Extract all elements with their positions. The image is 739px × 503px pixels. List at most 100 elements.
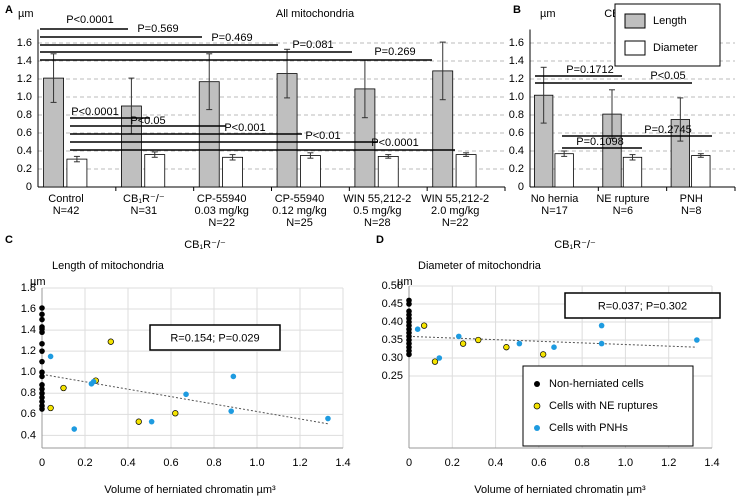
point (436, 355, 443, 361)
x-tick-label: NE rupture (596, 193, 649, 205)
x-tick-label: N=8 (681, 205, 702, 217)
significance-label: P=0.569 (137, 23, 178, 35)
point (39, 406, 45, 412)
y-axis-label: µm (30, 276, 46, 288)
y-tick-label: 0.6 (21, 408, 36, 420)
point (90, 378, 97, 385)
x-tick-label: No hernia (531, 193, 580, 205)
y-tick-label: 1.4 (17, 55, 32, 67)
legend-swatch (534, 381, 540, 387)
x-tick-label: 0.4 (120, 457, 135, 469)
point (172, 410, 179, 417)
point (39, 358, 45, 365)
x-tick-label: 2.0 mg/kg (431, 205, 479, 217)
x-tick-label: 0.03 mg/kg (194, 205, 248, 217)
panel-label: C (5, 234, 13, 246)
bar (622, 156, 643, 188)
x-tick-label: 0.2 (445, 457, 460, 469)
x-tick-label: 0 (39, 457, 45, 469)
x-tick-label: WIN 55,212-2 (421, 193, 489, 205)
y-axis-label: µm (18, 8, 34, 20)
y-tick-label: 0.4 (509, 145, 524, 157)
y-axis-label: µm (540, 8, 556, 20)
y-tick-label: 0.2 (17, 163, 32, 175)
x-tick-label: N=42 (53, 205, 80, 217)
y-axis-label: µm (397, 276, 413, 288)
x-tick-label: 1.0 (618, 457, 633, 469)
y-tick-label: 1.8 (21, 282, 36, 294)
y-tick-label: 0.6 (17, 127, 32, 139)
y-tick-label: 0.8 (509, 109, 524, 121)
x-tick-label: 0.5 mg/kg (353, 205, 401, 217)
y-tick-label: 0.30 (382, 352, 403, 364)
point (39, 390, 45, 397)
legend-label: Length (653, 15, 687, 27)
y-tick-label: 0 (26, 181, 32, 193)
point (39, 373, 45, 380)
x-axis-label: Volume of herniated chromatin µm³ (104, 484, 276, 496)
y-tick-label: 0.8 (17, 109, 32, 121)
point (540, 351, 547, 358)
x-axis-label: Volume of herniated chromatin µm³ (474, 484, 646, 496)
x-tick-label: 1.4 (335, 457, 350, 469)
point (598, 322, 605, 329)
panel-label: A (5, 4, 13, 16)
x-tick-label: 0.8 (206, 457, 221, 469)
y-tick-label: 0.2 (509, 163, 524, 175)
significance-label: P<0.01 (305, 130, 340, 142)
x-tick-label: PNH (680, 193, 703, 205)
y-tick-label: 1.0 (21, 366, 36, 378)
significance-label: P=0.2745 (644, 124, 691, 136)
x-tick-label: 0.2 (77, 457, 92, 469)
bar (144, 154, 166, 188)
significance-label: P<0.05 (130, 115, 165, 127)
y-tick-label: 1.4 (509, 55, 524, 67)
point (39, 369, 45, 376)
point (39, 311, 45, 318)
panel-label: B (513, 4, 521, 16)
legend-swatch (624, 40, 646, 56)
point (551, 344, 557, 351)
significance-label: P<0.0001 (66, 14, 113, 26)
legend-swatch (624, 13, 646, 29)
significance-label: P=0.081 (292, 39, 333, 51)
point (431, 358, 439, 365)
bar (222, 156, 243, 188)
significance-label: P=0.1098 (576, 136, 623, 148)
bar (691, 155, 711, 188)
x-tick-label: WIN 55,212-2 (343, 193, 411, 205)
x-tick-label: N=25 (286, 217, 313, 229)
y-tick-label: 1.0 (17, 91, 32, 103)
point (39, 340, 45, 347)
panel-label: D (376, 234, 384, 246)
point (39, 348, 45, 354)
y-tick-label: 0.25 (382, 370, 403, 382)
point (455, 333, 462, 340)
legend-swatch (534, 425, 540, 431)
significance-label: P<0.0001 (371, 137, 418, 149)
point (71, 426, 78, 432)
significance-label: P=0.469 (211, 32, 252, 44)
x-tick-label: CB₁R⁻/⁻ (123, 193, 165, 205)
point (107, 338, 114, 345)
y-tick-label: 1.6 (17, 37, 32, 49)
stats-box (149, 324, 281, 351)
legend-box (522, 365, 694, 447)
point (135, 418, 142, 425)
point (598, 340, 605, 347)
legend-label: Cells with NE ruptures (549, 400, 658, 412)
point (421, 322, 428, 329)
point (39, 394, 45, 401)
point (47, 404, 54, 412)
x-tick-label: 1.0 (249, 457, 264, 469)
point (60, 384, 67, 392)
x-tick-label: 1.4 (704, 457, 719, 469)
y-tick-label: 0.4 (21, 429, 36, 441)
bar (300, 155, 321, 188)
x-tick-label: Control (48, 193, 83, 205)
y-tick-label: 0.8 (21, 387, 36, 399)
y-tick-label: 0 (518, 181, 524, 193)
legend-box (614, 3, 721, 67)
point (503, 344, 510, 351)
y-tick-label: 1.4 (21, 324, 36, 336)
